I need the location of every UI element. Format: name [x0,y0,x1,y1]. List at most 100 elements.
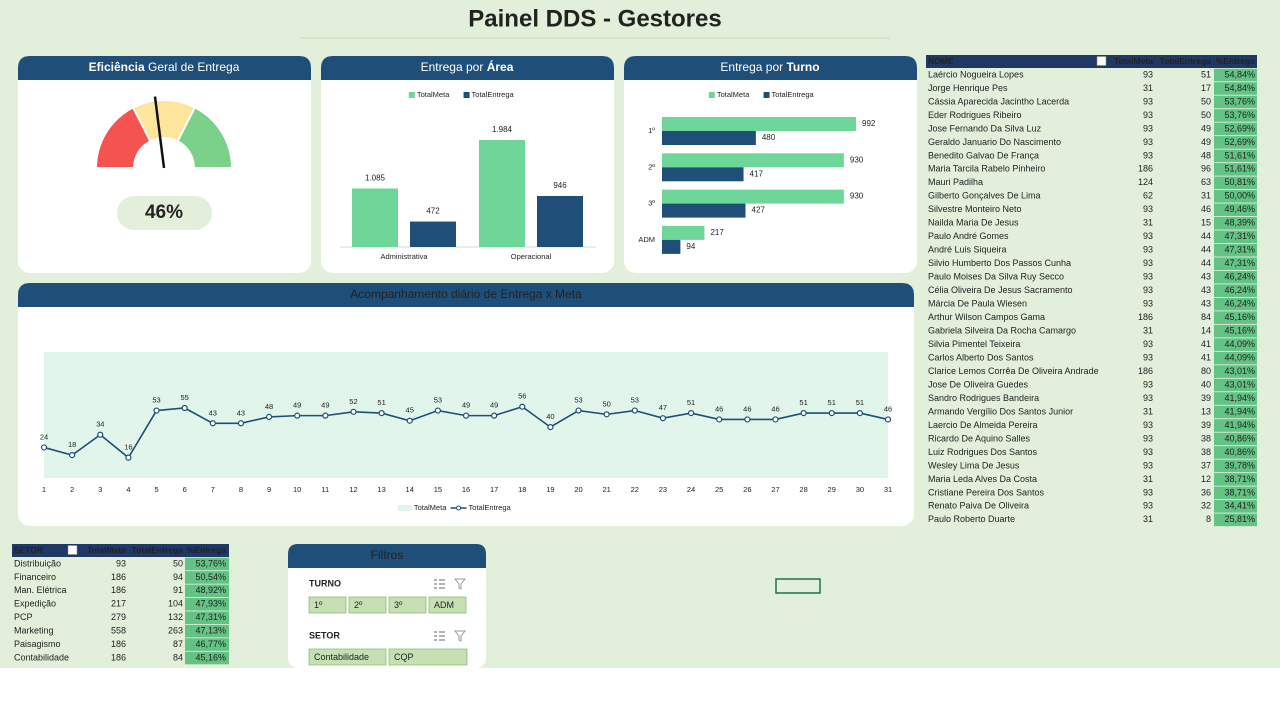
data-label: 50 [602,399,610,408]
table-cell: 38,71% [1224,474,1255,484]
data-label: 480 [762,133,776,142]
x-tick-label: 19 [546,485,554,494]
x-tick-label: 21 [602,485,610,494]
table-cell: 38 [1201,447,1211,457]
table-cell: Geraldo Januario Do Nascimento [928,137,1061,147]
table-cell: 54,84% [1224,69,1255,79]
filter-option-label: 1º [314,600,323,610]
x-tick-label: 6 [183,485,187,494]
table-cell: 47,31% [1224,258,1255,268]
filter-option[interactable] [428,596,467,614]
percent-cell [185,638,229,651]
table-cell: 47,31% [195,612,226,622]
table-cell: 93 [116,558,126,568]
table-cell: 17 [1201,83,1211,93]
table-cell: 38 [1201,433,1211,443]
table-cell: 49,46% [1224,204,1255,214]
table-cell: 93 [1143,231,1153,241]
table-cell: 124 [1138,177,1153,187]
percent-cell [1214,270,1257,284]
column-header: SETOR [14,545,43,555]
percent-cell [1214,459,1257,473]
column-header: TotalMeta [87,545,126,555]
filter-option[interactable] [348,596,387,614]
table-cell: 50 [173,558,183,568]
point [434,407,441,414]
filter-option-label: 3º [394,600,403,610]
data-label: 930 [850,155,864,164]
table-cell: 43,01% [1224,379,1255,389]
panel [288,544,486,668]
data-label: 47 [659,403,667,412]
data-label: 45 [406,406,414,415]
table-cell: 12 [1201,474,1211,484]
table-cell: 93 [1143,487,1153,497]
table-cell: 39 [1201,393,1211,403]
percent-cell [1214,122,1257,136]
table-cell: 44 [1201,245,1211,255]
table-cell: 93 [1143,123,1153,133]
table-cell: 53,76% [1224,110,1255,120]
data-label: 34 [96,420,104,429]
table-cell: Expedição [14,599,56,609]
percent-cell [1214,513,1257,527]
column-header: %Entrega [1216,56,1255,66]
data-label: 217 [710,228,724,237]
table-cell: 93 [1143,69,1153,79]
data-label: 43 [237,408,245,417]
point [181,404,188,412]
percent-cell [185,651,229,665]
point [125,454,132,461]
x-tick-label: 28 [799,485,807,494]
filter-option[interactable] [388,648,468,666]
data-label: 53 [631,396,639,405]
table-cell: 13 [1201,406,1211,416]
x-tick-label: 18 [518,485,526,494]
x-tick-label: Operacional [511,252,552,261]
x-tick-label: 7 [211,485,215,494]
y-tick-label: ADM [638,235,655,244]
table-cell: 37 [1201,460,1211,470]
percent-cell [185,571,229,584]
table-cell: 40,86% [1224,433,1255,443]
table-cell: 48,39% [1224,218,1255,228]
table-cell: 93 [1143,272,1153,282]
table-cell: 93 [1143,110,1153,120]
bar [662,167,744,182]
percent-cell [1214,243,1257,257]
table-cell: 25,81% [1224,514,1255,524]
table-cell: Ricardo De Aquino Salles [928,433,1031,443]
gauge-band [176,106,234,169]
table-cell: 132 [168,612,183,622]
table-cell: 93 [1143,137,1153,147]
point [406,417,413,424]
x-tick-label: 13 [377,485,385,494]
title-part: Entrega por [720,60,783,74]
table-cell: 46,24% [1224,299,1255,309]
table-cell: 93 [1143,460,1153,470]
filter-option[interactable] [308,648,387,666]
percent-cell [185,624,229,638]
table-cell: 53,76% [1224,96,1255,106]
table-cell: 39 [1201,420,1211,430]
percent-cell [1214,311,1257,324]
y-tick-label: 3º [648,199,655,208]
data-label: 52 [349,397,357,406]
table-cell: 47,31% [1224,245,1255,255]
legend-swatch [456,505,462,511]
filter-option[interactable] [388,596,427,614]
table-cell: Arthur Wilson Campos Gama [928,312,1045,322]
x-tick-label: 1 [42,485,46,494]
filter-option[interactable] [308,596,347,614]
data-label: 427 [752,206,766,215]
table-cell: Jose Fernando Da Silva Luz [928,123,1042,133]
point [575,407,582,414]
percent-cell [1214,351,1257,365]
selected-cell [775,578,821,594]
percent-cell [1214,365,1257,378]
bar [662,131,756,145]
table-cell: 31 [1143,474,1153,484]
legend-label: TotalEntrega [469,503,512,512]
table-cell: 51 [1201,69,1211,79]
table-cell: 47,31% [1224,231,1255,241]
